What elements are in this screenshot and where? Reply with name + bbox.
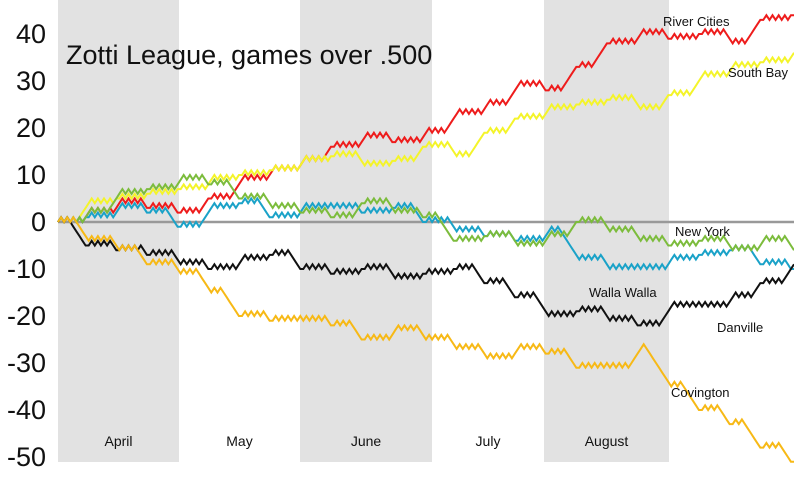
series-line-south-bay bbox=[57, 52, 794, 224]
y-tick-label: 40 bbox=[16, 19, 46, 49]
series-line-new-york bbox=[57, 196, 794, 271]
series-line-river-cities bbox=[57, 13, 794, 224]
y-tick-labels: 40 30 20 10 0 -10 -20 -30 -40 -50 bbox=[7, 19, 46, 472]
label-river-cities: River Cities bbox=[663, 14, 730, 29]
y-tick-label: 30 bbox=[16, 66, 46, 96]
label-walla-walla: Walla Walla bbox=[589, 285, 657, 300]
month-label-june: June bbox=[351, 433, 382, 449]
y-tick-label: -20 bbox=[7, 301, 46, 331]
label-south-bay: South Bay bbox=[728, 65, 788, 80]
series-lines bbox=[57, 13, 794, 463]
y-tick-label: -40 bbox=[7, 395, 46, 425]
label-covington: Covington bbox=[671, 385, 730, 400]
chart-title: Zotti League, games over .500 bbox=[66, 40, 432, 70]
label-danville: Danville bbox=[717, 320, 763, 335]
month-band-august bbox=[544, 0, 669, 462]
month-labels: April May June July August bbox=[104, 433, 628, 449]
series-line-walla-walla bbox=[57, 215, 794, 328]
month-label-july: July bbox=[476, 433, 501, 449]
y-tick-label: -30 bbox=[7, 348, 46, 378]
y-tick-label: 0 bbox=[31, 207, 46, 237]
y-tick-label: -10 bbox=[7, 254, 46, 284]
series-line-green bbox=[57, 173, 794, 253]
label-new-york: New York bbox=[675, 224, 730, 239]
y-tick-label: 20 bbox=[16, 113, 46, 143]
month-label-april: April bbox=[104, 433, 132, 449]
y-tick-label: -50 bbox=[7, 442, 46, 472]
month-bands bbox=[58, 0, 669, 462]
month-label-may: May bbox=[226, 433, 252, 449]
month-label-august: August bbox=[585, 433, 629, 449]
month-band-june bbox=[300, 0, 432, 462]
series-line-covington bbox=[57, 215, 794, 463]
y-tick-label: 10 bbox=[16, 160, 46, 190]
month-band-april bbox=[58, 0, 179, 462]
